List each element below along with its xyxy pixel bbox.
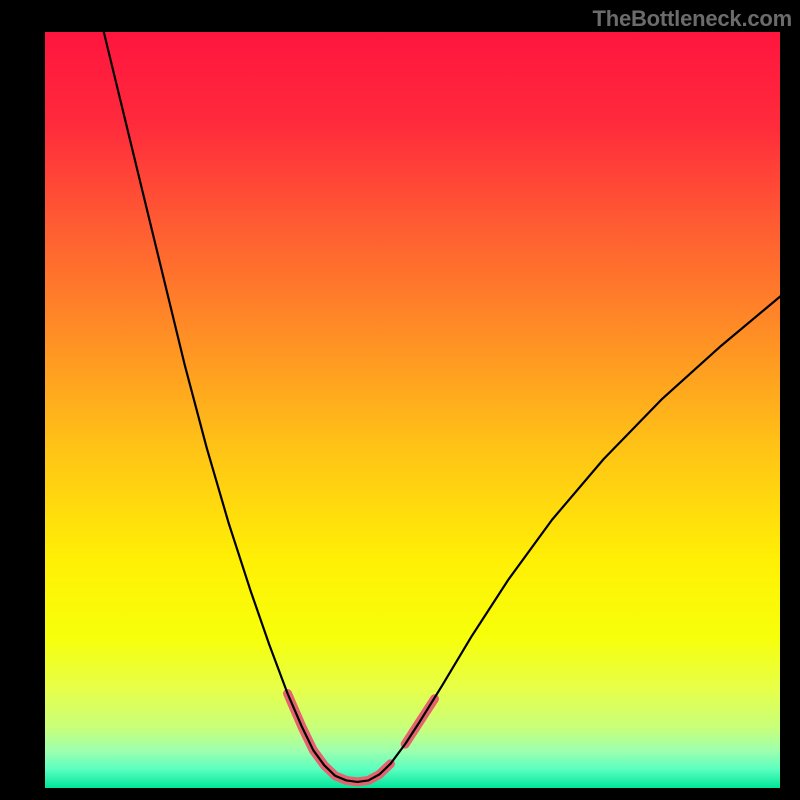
plot-area bbox=[45, 32, 780, 788]
chart-container: TheBottleneck.com bbox=[0, 0, 800, 800]
bottleneck-chart bbox=[0, 0, 800, 800]
watermark-text: TheBottleneck.com bbox=[592, 6, 792, 32]
